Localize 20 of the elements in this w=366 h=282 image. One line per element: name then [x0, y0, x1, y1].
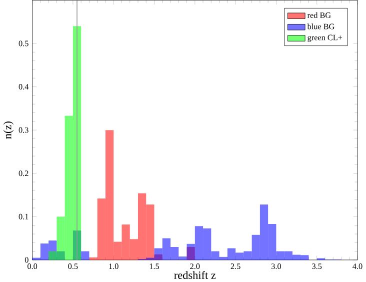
x-tick-label: 3.0: [271, 263, 281, 269]
x-tick-label: 1.5: [150, 263, 160, 269]
legend-label: green CL+: [308, 34, 342, 42]
y-tick-label: 0: [24, 257, 28, 263]
x-tick-label: 4.0: [352, 263, 362, 269]
x-tick-label: 0.5: [68, 263, 78, 269]
legend-label: blue BG: [307, 23, 334, 30]
x-tick-label: 2.5: [230, 263, 240, 269]
y-tick-label: 0.4: [18, 84, 29, 90]
legend-label: red BG: [307, 12, 331, 18]
x-tick-label: 2.0: [190, 263, 200, 269]
y-tick-label: 0.1: [18, 214, 28, 220]
x-tick-label: 1.0: [109, 263, 118, 269]
x-tick-label: 0.0: [28, 263, 38, 269]
y-axis-title: n(z): [3, 121, 14, 139]
y-tick-label: 0.5: [18, 40, 28, 46]
x-tick-label: 3.5: [312, 263, 322, 269]
x-axis-title: redshift z: [174, 270, 216, 279]
y-tick-label: 0.2: [18, 170, 28, 176]
y-tick-label: 0.3: [18, 127, 28, 133]
